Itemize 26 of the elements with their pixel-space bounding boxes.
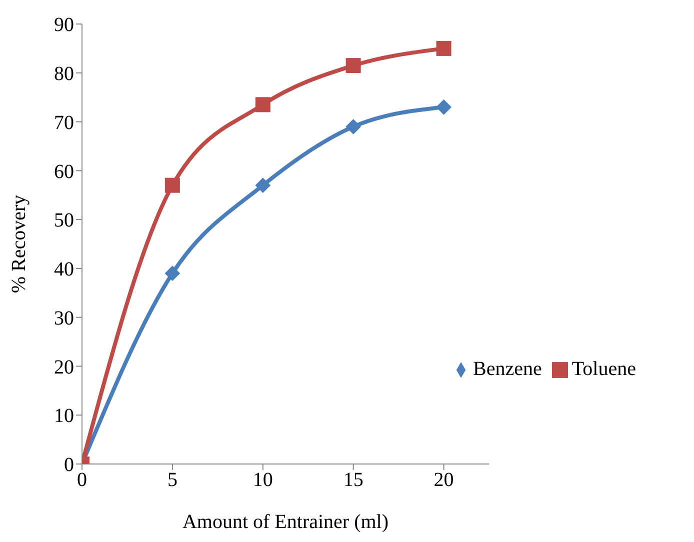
point [346, 119, 361, 134]
y-tick-label: 20 [54, 356, 74, 378]
y-tick-label: 10 [54, 405, 74, 428]
point [436, 40, 452, 56]
legend-label: Toluene [572, 358, 636, 380]
x-tick-label: 15 [343, 469, 364, 492]
legend-label: Benzene [473, 358, 542, 380]
y-tick-label: 70 [54, 112, 74, 134]
x-tick-label: 20 [434, 469, 454, 492]
point [346, 58, 361, 74]
y-tick-label: 50 [54, 210, 74, 232]
y-tick-label: 40 [54, 258, 74, 281]
point [255, 178, 270, 193]
y-axis-title: % Recovery [8, 194, 30, 294]
point [255, 97, 270, 112]
y-tick-label: 80 [54, 62, 74, 85]
x-axis-title: Amount of Entrainer (ml) [182, 511, 389, 533]
y-tick-label: 30 [54, 307, 74, 330]
point [436, 100, 452, 115]
y-tick-label: 90 [54, 14, 74, 36]
point [164, 178, 180, 193]
y-tick-label: 0 [64, 454, 74, 476]
x-tick-label: 5 [167, 469, 178, 492]
y-tick-label: 60 [54, 160, 74, 183]
point [164, 266, 180, 281]
x-tick-label: 10 [252, 469, 273, 492]
